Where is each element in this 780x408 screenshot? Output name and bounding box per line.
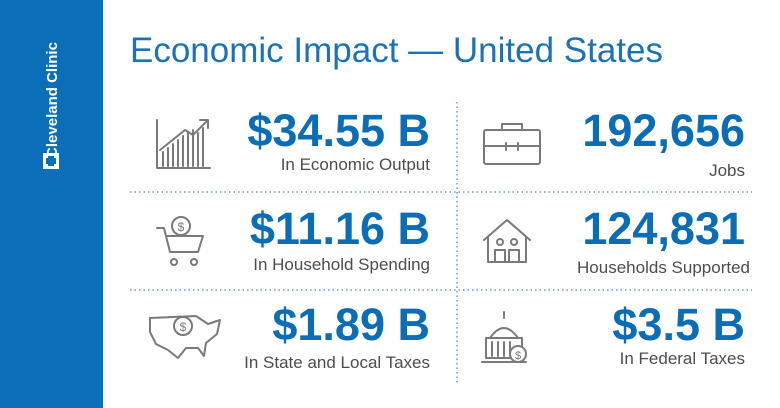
brand-logo	[43, 153, 59, 169]
stat-label: Jobs	[709, 161, 745, 180]
sidebar	[0, 0, 103, 408]
briefcase-icon	[483, 123, 541, 165]
stat-label: In State and Local Taxes	[244, 353, 430, 372]
stat-value: 192,656	[582, 105, 745, 156]
house-icon	[483, 219, 531, 263]
cart-icon: $	[156, 216, 204, 266]
stat-value: $3.5 B	[612, 299, 745, 350]
stat-label: In Federal Taxes	[620, 349, 745, 368]
title: Economic Impact — United States	[130, 31, 663, 70]
dollar-sign: $	[178, 220, 185, 234]
map-icon: $	[149, 315, 221, 359]
dollar-sign: $	[515, 350, 521, 362]
stat-value: 124,831	[582, 203, 745, 254]
brand: Cleveland Clinic	[44, 42, 61, 158]
stat-value: $1.89 B	[272, 299, 430, 350]
stat-value: $11.16 B	[250, 203, 430, 254]
stat-label: In Economic Output	[281, 155, 431, 174]
stat-label: Households Supported	[577, 258, 750, 277]
chart-icon	[156, 119, 211, 169]
dollar-sign: $	[180, 320, 187, 334]
capitol-icon: $	[481, 311, 527, 363]
stat-label: In Household Spending	[253, 255, 430, 274]
stat-value: $34.55 B	[247, 105, 430, 156]
